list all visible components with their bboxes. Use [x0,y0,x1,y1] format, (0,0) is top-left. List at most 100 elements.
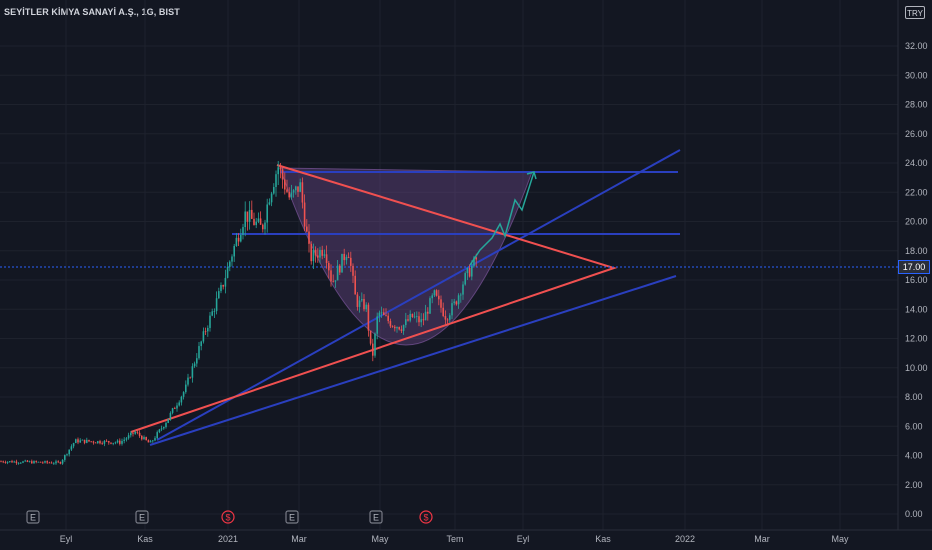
candle-body [475,257,477,260]
candle-body [409,313,411,321]
svg-text:E: E [289,513,295,523]
candle-body [451,303,453,316]
candle-body [176,405,178,409]
triangle-pattern[interactable] [130,164,618,433]
candle-body [6,461,9,463]
candle-body [266,204,268,223]
currency-badge[interactable]: TRY [905,6,925,19]
dividend-marker[interactable]: $ [221,510,235,524]
event-markers[interactable]: E E $ E E $ [26,510,433,524]
candle-body [303,202,306,227]
projection-path[interactable] [469,171,535,266]
price-tick-label: 20.00 [905,217,928,227]
candle-body [103,440,106,444]
candle-body [268,202,271,205]
candle-body [275,174,277,187]
candle-body [435,290,438,296]
trend-line-upper[interactable] [156,149,681,441]
candle-body [156,432,158,439]
candle-body [70,446,73,450]
candle-body [440,299,442,308]
candle-body [13,461,15,463]
candle-body [83,439,86,443]
candle-body [169,412,172,419]
candle-body [61,459,64,464]
candle-body [407,319,409,321]
candle-body [402,325,405,331]
candle-body [255,221,257,226]
candle-body [213,311,216,312]
candle-body [136,432,139,433]
price-tick-label: 22.00 [905,187,928,197]
candle-body [68,449,70,455]
candle-body [138,432,141,436]
candle-body [59,462,62,464]
candle-body [281,169,284,180]
candle-body [97,441,99,444]
candle-body [26,460,29,462]
time-tick-label: Tem [446,534,463,544]
candle-body [42,462,44,464]
candle-body [308,231,310,244]
price-tick-label: 12.00 [905,334,928,344]
cup-pattern-shape[interactable] [279,167,533,346]
candle-body [431,295,433,299]
candle-body [387,315,389,322]
price-tick-label: 10.00 [905,363,928,373]
trend-line-lower[interactable] [149,275,677,446]
candle-body [81,439,84,441]
candle-body [312,249,315,262]
candle-body [171,408,174,413]
candle-body [198,346,200,359]
candle-body [361,298,363,301]
candle-body [174,408,176,410]
candle-body [376,316,378,334]
candle-body [332,281,334,283]
time-tick-label: Eyl [517,534,530,544]
candle-body [251,209,253,219]
earnings-marker[interactable]: E [285,510,299,524]
price-tick-label: 32.00 [905,41,928,51]
svg-text:E: E [373,513,379,523]
time-tick-label: 2021 [218,534,238,544]
candle-body [235,237,238,246]
time-axis[interactable]: Eyl Kas 2021 Mar May Tem Eyl Kas 2022 Mar May [60,534,849,544]
candle-body [160,428,163,430]
candle-body [277,167,279,175]
candle-body [385,314,387,316]
candle-body [367,304,370,331]
candle-body [204,331,207,333]
time-tick-label: May [831,534,849,544]
candle-body [215,298,218,312]
candle-body [202,331,205,342]
candle-body [44,461,46,463]
candle-body [143,437,145,440]
candle-body [110,442,112,444]
earnings-marker[interactable]: E [135,510,149,524]
candle-body [442,307,444,317]
candle-body [22,461,24,463]
candle-body [391,326,394,328]
candle-body [350,257,352,266]
earnings-marker[interactable]: E [26,510,40,524]
candle-body [88,439,90,442]
candle-body [433,290,436,296]
candle-body [48,462,51,464]
candle-body [92,441,95,443]
candle-body [455,301,458,305]
candle-body [270,193,273,203]
candle-body [64,455,66,460]
current-price-tag: 17.00 [898,260,930,274]
time-tick-label: 2022 [675,534,695,544]
candle-body [152,440,154,442]
dividend-marker[interactable]: $ [419,510,433,524]
earnings-marker[interactable]: E [369,510,383,524]
candle-body [336,265,339,281]
candle-body [328,263,330,271]
price-axis[interactable]: 0.00 2.00 4.00 6.00 8.00 10.00 12.00 14.00 16.00… [905,41,928,519]
candle-body [165,422,167,428]
candle-body [246,211,249,222]
candle-body [31,461,33,464]
candle-body [396,327,398,329]
